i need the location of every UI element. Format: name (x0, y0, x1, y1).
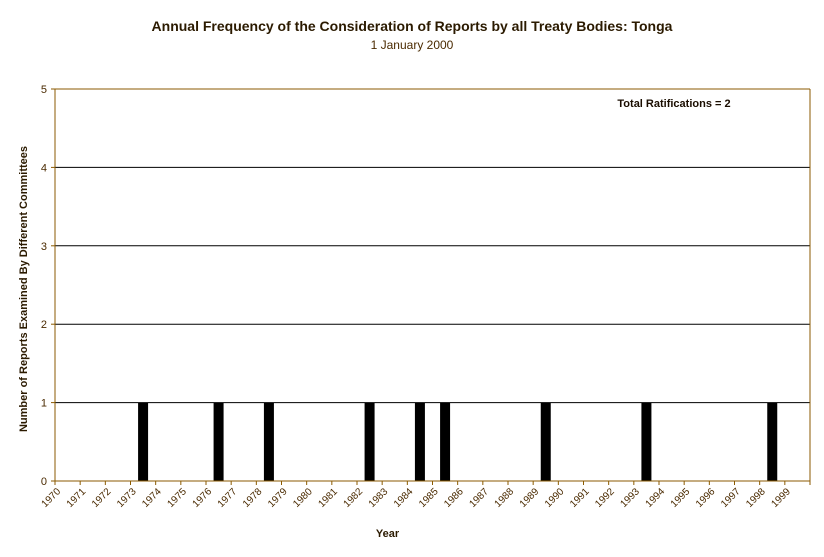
y-axis-label: Number of Reports Examined By Different … (18, 146, 30, 432)
x-tick-label: 1977 (216, 486, 240, 510)
y-tick-label: 5 (41, 84, 47, 96)
x-tick-label: 1978 (241, 486, 265, 510)
x-tick-label: 1982 (342, 486, 366, 510)
x-tick-label: 1991 (568, 486, 592, 510)
x-tick-label: 1986 (442, 486, 466, 510)
chart-title: Annual Frequency of the Consideration of… (151, 18, 673, 34)
x-axis-label: Year (376, 528, 400, 540)
y-tick-labels: 0 1 2 3 4 5 (41, 84, 47, 488)
x-tick-label: 1979 (266, 486, 290, 510)
x-tick-label: 1999 (769, 486, 793, 510)
bar-1985 (440, 402, 451, 481)
y-tick-label: 0 (41, 476, 47, 488)
grid-lines (55, 88, 810, 404)
x-tick-label: 1976 (191, 486, 215, 510)
bar-1978 (263, 402, 274, 481)
x-tick-label: 1997 (719, 486, 743, 510)
x-tick-label: 1984 (392, 486, 416, 510)
y-tick-label: 4 (41, 162, 47, 174)
bar-1973 (138, 402, 149, 481)
axes (51, 88, 811, 485)
x-tick-label: 1980 (291, 486, 315, 510)
bar-1976 (213, 402, 224, 481)
x-tick-label: 1988 (493, 486, 517, 510)
x-tick-label: 1994 (644, 486, 668, 510)
x-tick-label: 1989 (518, 486, 542, 510)
x-tick-label: 1981 (316, 486, 340, 510)
bars (138, 402, 778, 481)
x-tick-label: 1973 (115, 486, 139, 510)
y-tick-label: 3 (41, 241, 47, 253)
bar-1982 (364, 402, 375, 481)
x-tick-label: 1995 (669, 486, 693, 510)
x-tick-label: 1996 (694, 486, 718, 510)
total-ratifications-annotation: Total Ratifications = 2 (617, 98, 730, 110)
x-tick-label: 1974 (140, 486, 164, 510)
x-tick-labels: 1970 1971 1972 1973 1974 1975 1976 1977 1978 1979… (40, 486, 794, 510)
y-tick-label: 1 (41, 398, 47, 410)
bar-1993 (641, 402, 652, 481)
bar-1989 (540, 402, 551, 481)
y-tick-label: 2 (41, 319, 47, 331)
x-tick-label: 1998 (744, 486, 768, 510)
bar-1984 (414, 402, 425, 481)
bar-1998 (767, 402, 778, 481)
x-tick-label: 1975 (165, 486, 189, 510)
x-tick-label: 1972 (90, 486, 114, 510)
x-tick-label: 1990 (543, 486, 567, 510)
x-tick-label: 1983 (367, 486, 391, 510)
x-tick-label: 1992 (593, 486, 617, 510)
chart-subtitle: 1 January 2000 (370, 38, 454, 52)
x-tick-label: 1993 (618, 486, 642, 510)
x-tick-label: 1971 (65, 486, 89, 510)
x-tick-label: 1970 (40, 486, 64, 510)
x-tick-label: 1987 (467, 486, 491, 510)
x-tick-label: 1985 (417, 486, 441, 510)
